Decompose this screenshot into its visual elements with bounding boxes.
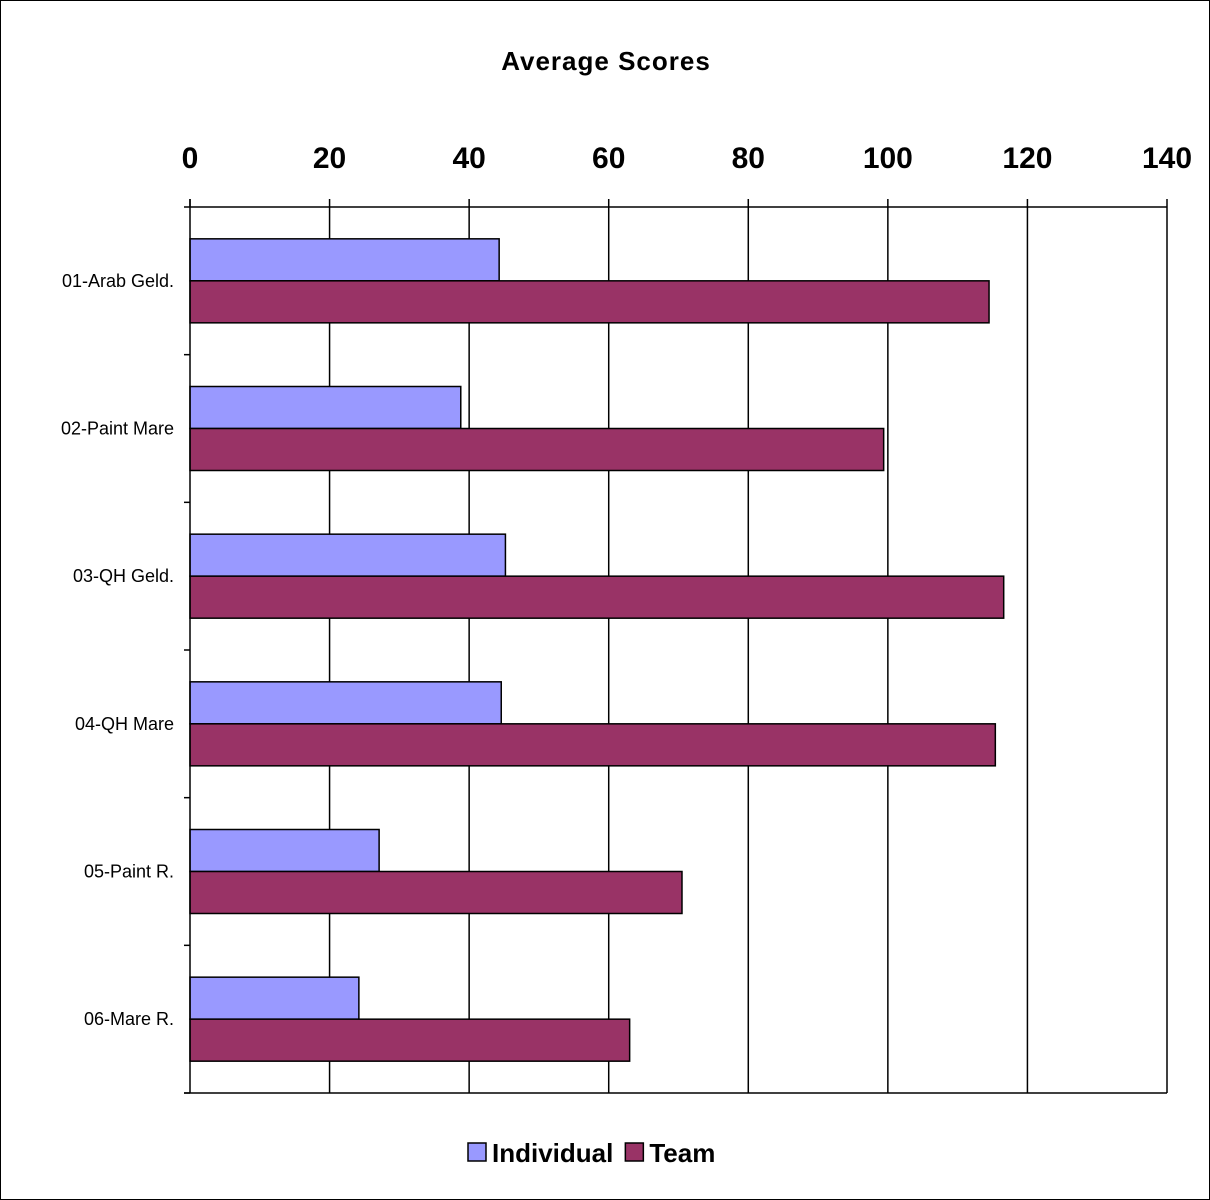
bar-individual-2	[189, 385, 462, 430]
x-tick-label: 60	[592, 142, 625, 175]
category-label: 05-Paint R.	[84, 862, 174, 882]
bar-individual-4	[189, 681, 502, 725]
chart-title: Average Scores	[501, 46, 711, 76]
x-tick-label: 120	[1002, 142, 1052, 175]
legend-swatch-individual	[467, 1142, 487, 1162]
bars	[189, 238, 1005, 1062]
category-labels: 01-Arab Geld. 02-Paint Mare 03-QH Geld. 04-…	[61, 271, 174, 1029]
legend: Individual Team	[467, 1138, 715, 1168]
legend-swatch-team	[624, 1142, 645, 1162]
gridlines	[328, 207, 1168, 1093]
bar-individual-3	[189, 533, 507, 577]
x-tick-label: 100	[863, 142, 913, 175]
category-label: 06-Mare R.	[84, 1009, 174, 1029]
x-tick-labels: 0 20 40 60 80 100 120 140	[182, 142, 1192, 175]
x-tick-label: 80	[732, 142, 765, 175]
bar-team-6	[189, 1018, 631, 1062]
bar-team-5	[189, 870, 683, 915]
legend-label-team: Team	[649, 1138, 715, 1168]
x-tick-label: 140	[1142, 142, 1192, 175]
bar-individual-5	[189, 828, 380, 873]
bar-team-1	[189, 280, 990, 324]
category-label: 03-QH Geld.	[73, 566, 174, 586]
bar-individual-6	[189, 976, 360, 1020]
axes	[184, 199, 1168, 1094]
bar-team-4	[189, 723, 997, 767]
bar-team-2	[189, 427, 885, 472]
category-label: 01-Arab Geld.	[62, 271, 174, 291]
legend-label-individual: Individual	[492, 1138, 613, 1168]
bar-individual-1	[189, 238, 500, 282]
category-label: 02-Paint Mare	[61, 419, 174, 439]
bar-team-3	[189, 575, 1005, 619]
x-tick-label: 20	[313, 142, 346, 175]
x-tick-label: 0	[182, 142, 199, 175]
x-tick-label: 40	[452, 142, 485, 175]
category-label: 04-QH Mare	[75, 714, 174, 734]
